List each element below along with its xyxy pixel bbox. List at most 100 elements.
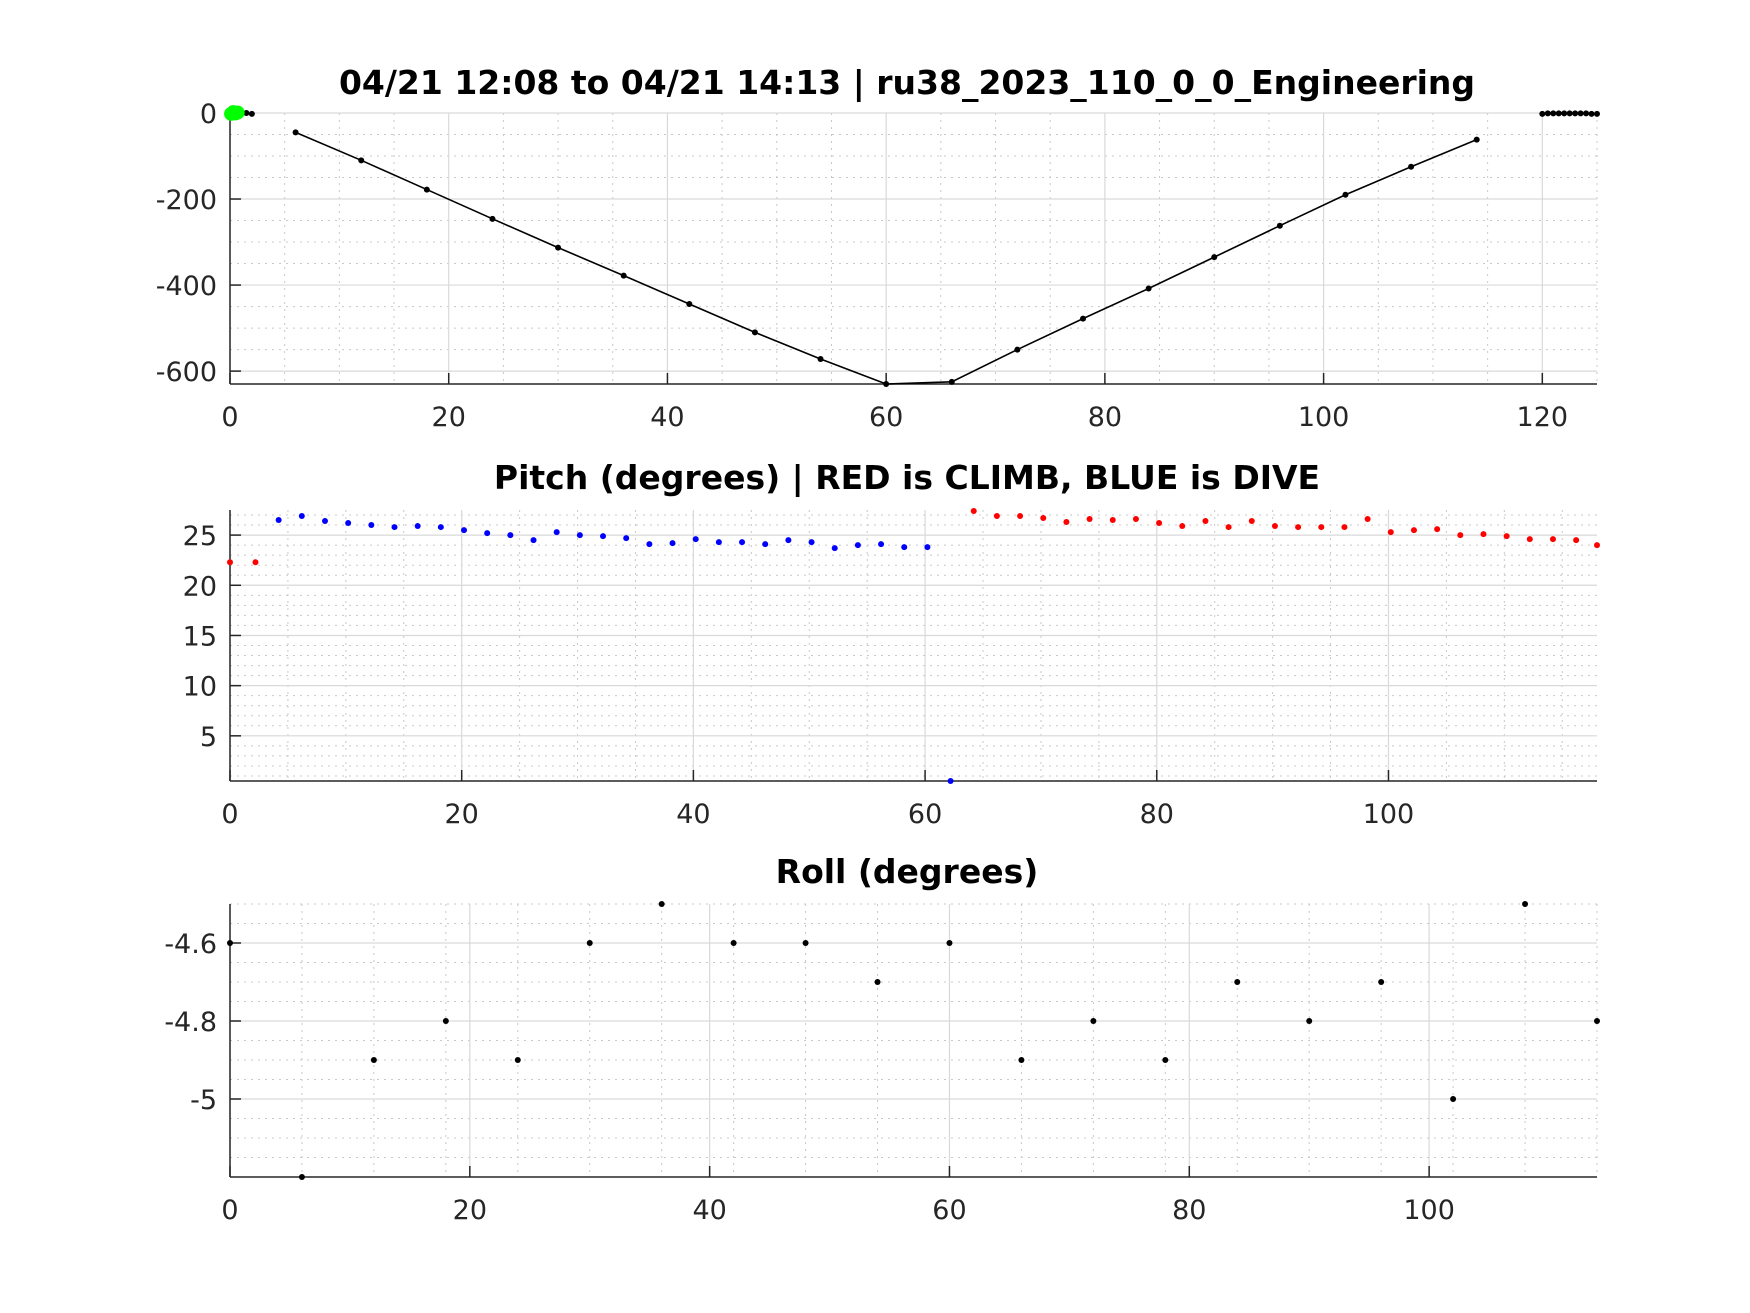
- pitch-point-dive: [739, 539, 746, 546]
- pitch-point-climb: [1202, 518, 1209, 525]
- roll-point: [1234, 979, 1241, 985]
- depth-point: [1588, 110, 1595, 117]
- x-tick-label: 40: [650, 402, 684, 433]
- roll-point: [658, 901, 665, 907]
- pitch-point-climb: [1526, 536, 1533, 543]
- x-tick-label: 20: [432, 402, 466, 433]
- pitch-panel: Pitch (degrees) | RED is CLIMB, BLUE is …: [183, 458, 1600, 830]
- pitch-point-dive: [623, 535, 630, 542]
- y-tick-label: -400: [156, 271, 217, 302]
- roll-point: [802, 940, 809, 946]
- roll-point: [298, 1174, 305, 1180]
- y-tick-label: 5: [200, 722, 217, 753]
- pitch-point-dive: [576, 532, 583, 539]
- pitch-point-climb: [1318, 524, 1325, 531]
- pitch-point-climb: [1410, 527, 1417, 534]
- depth-point: [1544, 110, 1551, 117]
- pitch-point-dive: [901, 544, 908, 551]
- y-tick-label: -5: [190, 1085, 217, 1116]
- pitch-point-climb: [1086, 516, 1093, 523]
- pitch-point-climb: [1503, 533, 1510, 540]
- roll-panel-title: Roll (degrees): [776, 852, 1039, 891]
- y-tick-label: -600: [156, 357, 217, 388]
- pitch-point-climb: [1248, 518, 1255, 525]
- pitch-point-dive: [553, 529, 560, 536]
- pitch-point-climb: [1387, 529, 1394, 536]
- pitch-point-climb: [1549, 536, 1556, 543]
- roll-point: [442, 1018, 449, 1024]
- pitch-point-dive: [692, 536, 699, 543]
- depth-point: [1555, 110, 1562, 117]
- y-tick-label: -4.8: [164, 1007, 217, 1038]
- roll-point: [874, 979, 881, 985]
- y-tick-label: 25: [183, 521, 217, 552]
- roll-point: [730, 940, 737, 946]
- depth-point: [1473, 136, 1480, 143]
- pitch-point-dive: [924, 544, 931, 551]
- depth-point: [1572, 110, 1579, 117]
- start-marker: [230, 105, 245, 120]
- depth-point: [423, 186, 430, 193]
- pitch-point-dive: [368, 522, 375, 529]
- depth-point: [1342, 191, 1349, 198]
- x-tick-label: 80: [1172, 1195, 1206, 1226]
- pitch-point-climb: [252, 559, 259, 566]
- pitch-point-climb: [1179, 523, 1186, 530]
- x-tick-label: 0: [221, 1195, 238, 1226]
- depth-point: [1583, 110, 1590, 117]
- roll-panel: Roll (degrees) 0 20 40 60 80 100 -4.6 -4.8 -5: [164, 852, 1600, 1226]
- pitch-plot-area: 0 20 40 60 80 100 5 10 15 20 25: [183, 508, 1600, 830]
- pitch-point-dive: [762, 541, 769, 548]
- pitch-point-dive: [391, 524, 398, 531]
- pitch-point-climb: [1063, 519, 1070, 526]
- pitch-point-dive: [785, 537, 792, 544]
- pitch-point-dive: [298, 513, 305, 520]
- pitch-point-dive: [669, 540, 676, 547]
- roll-point: [370, 1057, 377, 1063]
- depth-point: [751, 329, 758, 336]
- depth-point: [1408, 163, 1415, 170]
- roll-point: [1090, 1018, 1097, 1024]
- depth-point: [686, 300, 693, 307]
- roll-point: [1018, 1057, 1025, 1063]
- pitch-point-climb: [1341, 524, 1348, 531]
- x-tick-label: 60: [908, 799, 942, 830]
- pitch-point-dive: [878, 541, 885, 548]
- pitch-point-climb: [1132, 516, 1139, 523]
- x-tick-label: 40: [692, 1195, 726, 1226]
- roll-point: [1522, 901, 1529, 907]
- y-tick-label: 20: [183, 571, 217, 602]
- depth-point: [1566, 110, 1573, 117]
- pitch-point-climb: [1156, 520, 1163, 527]
- pitch-point-climb: [1457, 532, 1464, 539]
- pitch-point-climb: [1364, 516, 1371, 523]
- roll-plot-area: 0 20 40 60 80 100 -4.6 -4.8 -5: [164, 901, 1600, 1226]
- pitch-point-climb: [1271, 523, 1278, 530]
- pitch-point-dive: [831, 545, 838, 552]
- depth-point: [489, 215, 496, 222]
- roll-point: [586, 940, 593, 946]
- depth-point: [358, 157, 365, 164]
- pitch-point-climb: [227, 559, 233, 566]
- pitch-point-climb: [1295, 524, 1302, 531]
- roll-point: [946, 940, 953, 946]
- pitch-point-climb: [993, 513, 1000, 520]
- depth-point: [1276, 222, 1283, 229]
- depth-point: [1550, 110, 1557, 117]
- depth-point: [555, 244, 562, 251]
- pitch-point-dive: [484, 530, 491, 537]
- pitch-point-climb: [1480, 531, 1487, 538]
- y-tick-label: -4.6: [164, 929, 217, 960]
- x-tick-label: 100: [1363, 799, 1415, 830]
- x-tick-label: 20: [445, 799, 479, 830]
- x-tick-label: 100: [1403, 1195, 1455, 1226]
- pitch-point-dive: [414, 523, 421, 530]
- depth-point: [1594, 110, 1600, 117]
- pitch-point-dive: [461, 527, 468, 534]
- roll-point: [1306, 1018, 1313, 1024]
- pitch-point-dive: [345, 520, 352, 527]
- pitch-point-dive: [275, 517, 282, 524]
- x-tick-label: 0: [221, 799, 238, 830]
- depth-panel: 04/21 12:08 to 04/21 14:13 | ru38_2023_1…: [156, 63, 1600, 433]
